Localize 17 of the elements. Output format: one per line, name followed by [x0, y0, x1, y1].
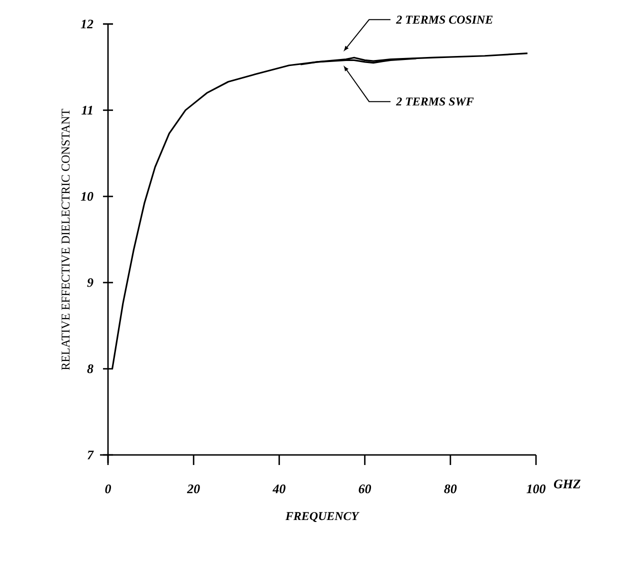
y-tick-label: 7 [88, 450, 94, 460]
x-tick-label: 20 [186, 484, 200, 494]
x-tick-label: 40 [272, 484, 286, 494]
text: GHZ [554, 480, 581, 488]
text: 2 TERMS COSINE [396, 16, 493, 24]
text: 2 TERMS SWF [396, 98, 474, 106]
x-tick-label: 0 [105, 484, 112, 494]
y-tick-label: 12 [80, 20, 94, 28]
y-tick-label: 8 [87, 364, 94, 374]
x-tick-label: 80 [444, 484, 457, 494]
y-tick-label: 11 [82, 106, 92, 114]
x-axis-title: FREQUENCY [285, 512, 360, 522]
y-tick-label: 10 [80, 192, 94, 201]
x-tick-label: 60 [358, 484, 372, 494]
x-tick-label: 100 [526, 484, 546, 494]
y-axis-title: RELATIVE EFFECTIVE DIELECTRIC CONSTANT [62, 108, 70, 370]
y-tick-label: 9 [87, 278, 94, 287]
